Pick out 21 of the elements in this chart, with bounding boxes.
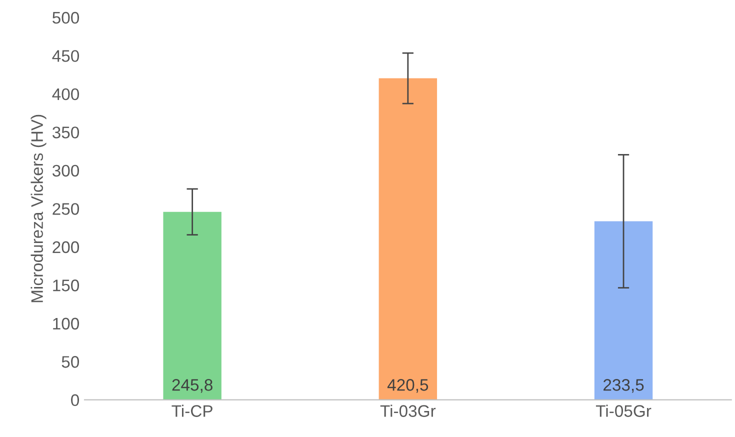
y-tick-label: 300 [52, 164, 80, 177]
data-label: 233,5 [604, 379, 644, 393]
x-tick-label: Ti-03Gr [380, 404, 436, 417]
bar [163, 212, 222, 400]
y-tick-label: 0 [71, 394, 80, 406]
y-tick-label: 250 [52, 203, 80, 215]
data-label: 245,8 [172, 379, 212, 393]
y-tick-label: 150 [53, 280, 80, 292]
y-axis-title: Microdureza Vickers (HV) [30, 114, 46, 302]
x-tick-label: Ti-CP [172, 404, 212, 417]
y-tick-label: 400 [52, 88, 80, 100]
y-tick-label: 350 [52, 126, 80, 138]
x-tick-label: Ti-05Gr [596, 404, 652, 417]
data-label: 420,5 [387, 379, 428, 393]
y-tick-label: 500 [52, 12, 80, 24]
y-tick-label: 200 [52, 241, 80, 254]
y-tick-label: 100 [53, 318, 80, 330]
bar [594, 221, 653, 400]
y-tick-label: 450 [52, 50, 80, 62]
y-tick-label: 50 [62, 356, 80, 368]
bar [378, 78, 438, 400]
